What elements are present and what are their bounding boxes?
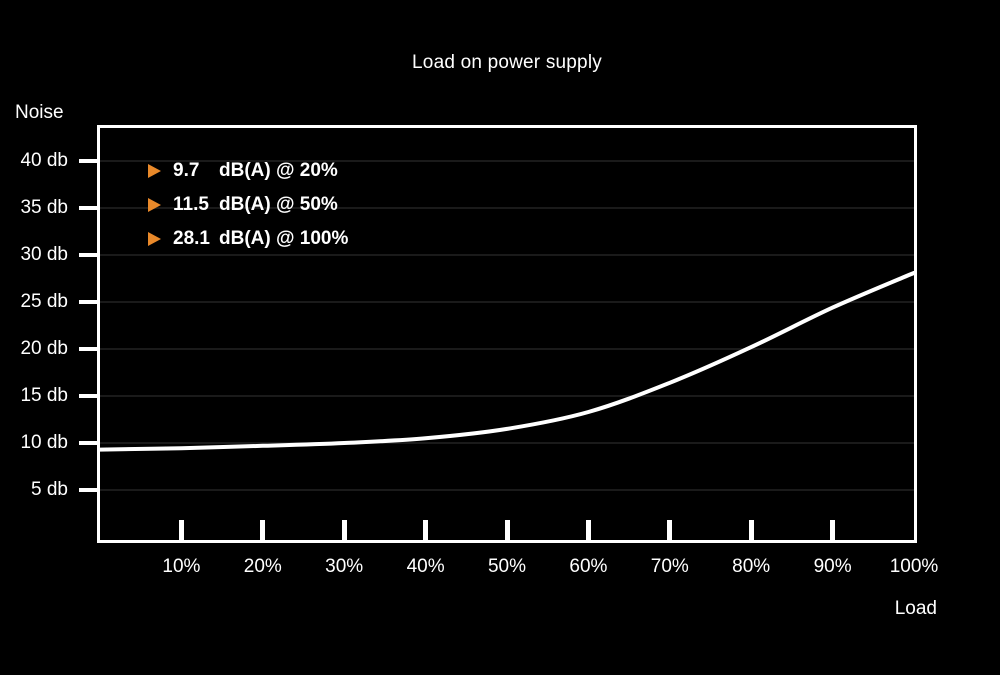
x-tick-label: 90% xyxy=(813,556,852,577)
legend-row: 9.7 dB(A) @ 20% xyxy=(148,159,348,183)
x-axis-title: Load xyxy=(894,598,937,619)
x-tick-label: 70% xyxy=(650,556,689,577)
legend-row: 28.1 dB(A) @ 100% xyxy=(148,227,348,251)
legend-value: 9.7 xyxy=(173,160,200,181)
legend: 9.7 dB(A) @ 20% 11.5 dB(A) @ 50% 28.1 dB… xyxy=(148,159,348,261)
x-tick-label: 40% xyxy=(406,556,445,577)
y-tick-mark xyxy=(79,441,98,445)
x-tick-label: 80% xyxy=(732,556,771,577)
y-tick-label: 10 db xyxy=(20,432,68,453)
x-tick-label: 10% xyxy=(162,556,201,577)
x-tick-label: 50% xyxy=(487,556,527,577)
triangle-marker-icon xyxy=(148,198,161,212)
legend-label: dB(A) @ 50% xyxy=(219,194,338,215)
x-tick-mark xyxy=(341,520,347,540)
noise-curve xyxy=(100,270,914,452)
x-tick-mark xyxy=(423,520,429,540)
y-tick-mark xyxy=(79,394,98,398)
x-tick-label: 100% xyxy=(889,556,939,577)
legend-row: 11.5 dB(A) @ 50% xyxy=(148,193,348,217)
triangle-marker-icon xyxy=(148,232,161,246)
y-tick-label: 40 db xyxy=(20,150,68,171)
legend-value: 11.5 xyxy=(173,194,209,215)
y-tick-label: 25 db xyxy=(20,291,68,312)
y-tick-mark xyxy=(79,488,98,492)
x-tick-mark xyxy=(504,520,510,540)
y-tick-mark xyxy=(79,253,98,257)
x-tick-label: 30% xyxy=(325,556,364,577)
plot-area: 9.7 dB(A) @ 20% 11.5 dB(A) @ 50% 28.1 dB… xyxy=(97,125,917,543)
y-tick-label: 20 db xyxy=(20,338,68,359)
y-tick-label: 5 db xyxy=(31,479,68,500)
y-tick-mark xyxy=(79,159,98,163)
x-tick-mark xyxy=(585,520,591,540)
noise-curve-svg xyxy=(100,160,914,491)
y-tick-label: 30 db xyxy=(20,244,68,265)
x-tick-mark xyxy=(748,520,754,540)
x-tick-mark xyxy=(178,520,184,540)
y-axis-title: Noise xyxy=(15,102,64,123)
x-tick-mark xyxy=(667,520,673,540)
x-tick-label: 20% xyxy=(243,556,282,577)
y-tick-mark xyxy=(79,347,98,351)
y-tick-mark xyxy=(79,300,98,304)
y-tick-mark xyxy=(79,206,98,210)
legend-label: dB(A) @ 20% xyxy=(219,160,338,181)
triangle-marker-icon xyxy=(148,164,161,178)
x-tick-mark xyxy=(260,520,266,540)
y-tick-label: 15 db xyxy=(20,385,68,406)
chart-title: Load on power supply xyxy=(412,52,602,73)
y-tick-label: 35 db xyxy=(20,197,68,218)
legend-label: dB(A) @ 100% xyxy=(219,228,349,249)
x-tick-label: 60% xyxy=(569,556,608,577)
legend-value: 28.1 xyxy=(173,228,210,249)
x-tick-mark xyxy=(830,520,836,540)
